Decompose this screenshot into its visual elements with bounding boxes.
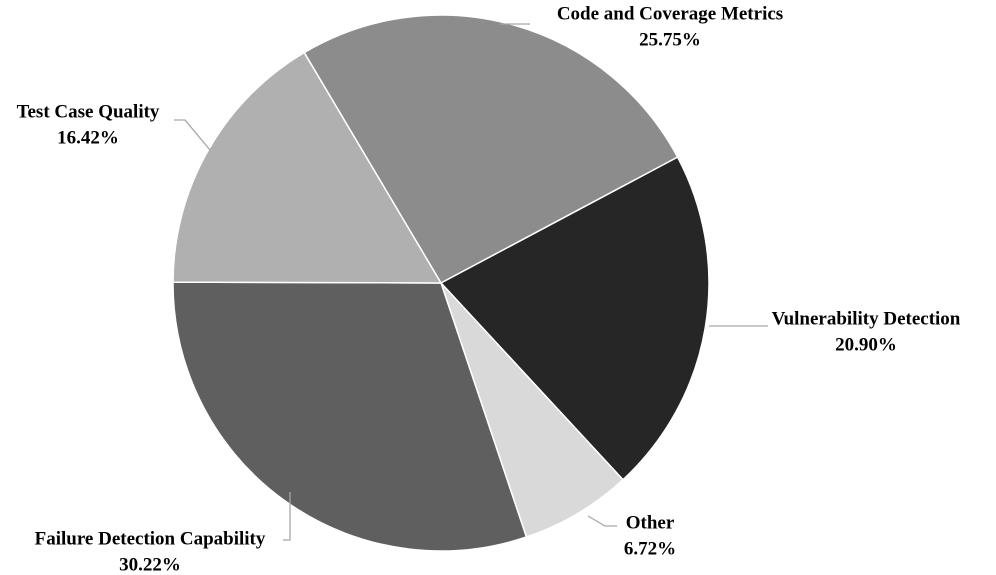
slice-value-label: 30.22% (119, 554, 181, 575)
pie (172, 14, 710, 552)
pie-slice (172, 51, 443, 284)
leader-line (587, 515, 617, 527)
pie-slice (172, 281, 528, 552)
slice-value-label: 25.75% (639, 29, 701, 50)
pie-slice (303, 14, 679, 284)
slice-value-label: 6.72% (624, 538, 676, 559)
pie-slice (439, 156, 710, 481)
slice-value-label: 20.90% (835, 334, 897, 355)
slice-label: Code and Coverage Metrics (557, 3, 783, 24)
leader-line (174, 119, 211, 151)
labels: Code and Coverage Metrics 25.75% Vulnerabi… (17, 3, 961, 575)
slice-label: Vulnerability Detection (772, 308, 961, 329)
slice-label: Test Case Quality (17, 101, 160, 122)
slice-label: Failure Detection Capability (35, 528, 266, 549)
slice-value-label: 16.42% (57, 127, 119, 148)
leader-line (283, 492, 291, 541)
pie-slice (440, 282, 625, 538)
slice-label: Other (626, 512, 675, 533)
